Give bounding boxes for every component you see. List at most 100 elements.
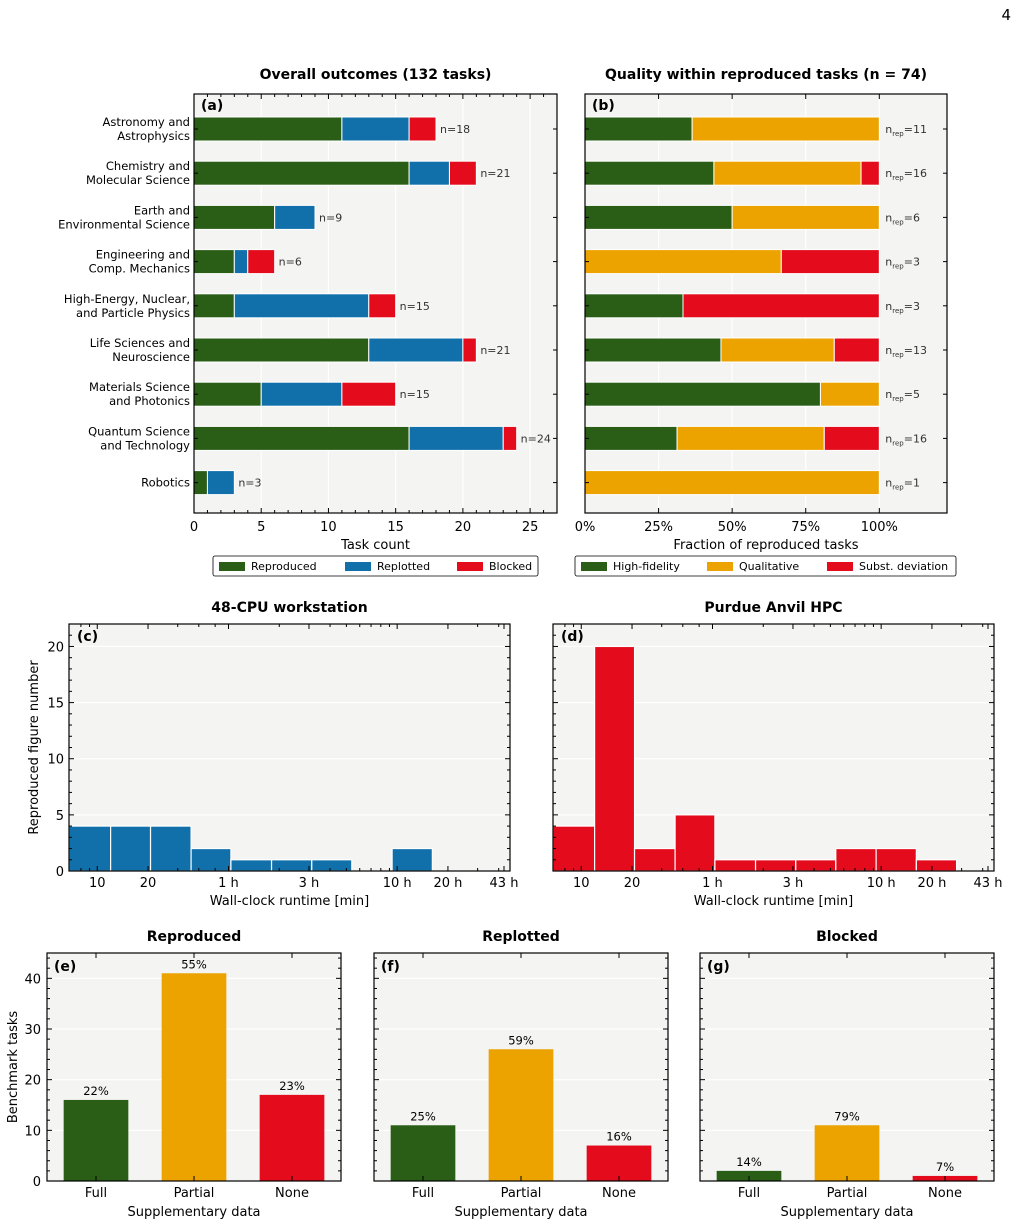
x-tick-label: 43 h <box>974 876 1003 891</box>
bar-none <box>586 1145 652 1181</box>
y-axis-label: Benchmark tasks <box>6 1011 21 1124</box>
category-label: Earth and <box>134 203 190 217</box>
y-tick-label: 15 <box>47 697 64 712</box>
legend-label: High-fidelity <box>613 560 680 573</box>
legend-box <box>574 555 957 577</box>
legend-swatch <box>457 562 483 571</box>
category-label: Life Sciences and <box>90 336 190 350</box>
bar-b-qualitative <box>731 204 880 230</box>
legend-swatch <box>707 562 733 571</box>
n-subscript: rep <box>892 218 904 226</box>
bar-label: nrep=1 <box>885 477 920 492</box>
n-prefix: n <box>885 477 892 490</box>
bar-a-replotted <box>260 381 343 407</box>
category-label: Astronomy and <box>102 115 190 129</box>
bar-label: 16% <box>606 1130 632 1144</box>
n-prefix: n <box>885 388 892 401</box>
bar-b-qualitative <box>676 425 825 451</box>
histogram-bar <box>391 847 433 872</box>
panel-label: (f) <box>381 959 400 975</box>
x-tick-label: 20 <box>455 520 472 535</box>
legend-swatch <box>219 562 245 571</box>
bar-b-subst-deviation <box>780 249 880 275</box>
x-axis-label: Supplementary data <box>780 1205 913 1220</box>
n-value: =3 <box>904 256 920 269</box>
n-subscript: rep <box>892 351 904 359</box>
x-tick-label: Full <box>738 1186 760 1201</box>
x-tick-label: 10 <box>320 520 337 535</box>
chart-title: Quality within reproduced tasks (n = 74) <box>605 67 927 83</box>
x-tick-label: 5 <box>257 520 265 535</box>
panel-a-frame <box>193 93 558 514</box>
x-tick-label: 1 h <box>702 876 723 891</box>
bar-a-reproduced <box>193 381 262 407</box>
legend-label: Subst. deviation <box>859 560 948 573</box>
bar-label: n=15 <box>400 388 430 401</box>
x-tick-label: Partial <box>174 1186 215 1201</box>
y-tick-label: 5 <box>56 809 64 824</box>
bar-partial <box>814 1125 880 1181</box>
bar-label: nrep=11 <box>885 123 927 138</box>
bar-label: nrep=16 <box>885 167 927 182</box>
n-subscript: rep <box>892 395 904 403</box>
n-prefix: n <box>885 256 892 269</box>
n-value: =16 <box>904 167 927 180</box>
category-label: High-Energy, Nuclear, <box>64 292 190 306</box>
bar-partial <box>161 973 227 1181</box>
x-tick-label: 10 h <box>383 876 412 891</box>
legend-swatch <box>345 562 371 571</box>
bar-a-replotted <box>341 116 410 142</box>
x-axis-label: Fraction of reproduced tasks <box>673 538 858 553</box>
bar-label: 22% <box>83 1084 109 1098</box>
histogram-bar <box>754 859 797 872</box>
bar-a-reproduced <box>193 116 343 142</box>
histogram-bar <box>915 859 958 872</box>
bar-b-subst-deviation <box>823 425 880 451</box>
n-prefix: n <box>885 432 892 445</box>
panel-label: (d) <box>561 629 584 645</box>
legend-label: Qualitative <box>739 560 799 573</box>
bar-a-replotted <box>408 425 504 451</box>
x-tick-label: 10 h <box>867 876 896 891</box>
y-axis-label: Reproduced figure number <box>27 660 42 835</box>
x-tick-label: 3 h <box>783 876 804 891</box>
bar-a-blocked <box>341 381 397 407</box>
bar-b-subst-deviation <box>860 160 880 186</box>
histogram-bar <box>552 825 596 872</box>
bar-label: n=9 <box>319 211 342 224</box>
x-tick-label: 43 h <box>490 876 519 891</box>
bar-b-subst-deviation <box>682 293 880 319</box>
n-prefix: n <box>885 344 892 357</box>
bar-a-blocked <box>462 337 477 363</box>
bar-a-blocked <box>247 249 276 275</box>
chart-title: 48-CPU workstation <box>211 600 367 616</box>
bar-a-reproduced <box>193 337 370 363</box>
x-tick-label: 100% <box>861 520 898 535</box>
bar-b-qualitative <box>720 337 835 363</box>
x-tick-label: 50% <box>718 520 747 535</box>
category-label: and Particle Physics <box>76 306 190 320</box>
bar-b-high-fidelity <box>584 116 693 142</box>
x-tick-label: Partial <box>827 1186 868 1201</box>
histogram-bar <box>149 825 192 872</box>
n-value: =3 <box>904 300 920 313</box>
bar-a-replotted <box>274 204 316 230</box>
bar-label: n=21 <box>480 344 510 357</box>
panel-label: (c) <box>77 629 98 645</box>
bar-partial <box>488 1049 554 1181</box>
bar-a-replotted <box>233 249 249 275</box>
x-axis-label: Wall-clock runtime [min] <box>694 894 853 909</box>
x-tick-label: 75% <box>791 520 820 535</box>
chart-title: Purdue Anvil HPC <box>704 600 842 616</box>
bar-a-reproduced <box>193 160 410 186</box>
histogram-bar <box>110 825 152 872</box>
bar-full <box>390 1125 456 1181</box>
bar-label: n=15 <box>400 300 430 313</box>
bar-a-reproduced <box>193 425 410 451</box>
legend-swatch <box>581 562 607 571</box>
bar-label: 23% <box>279 1079 305 1093</box>
n-prefix: n <box>885 123 892 136</box>
bar-label: nrep=6 <box>885 211 920 226</box>
n-value: =11 <box>904 123 927 136</box>
